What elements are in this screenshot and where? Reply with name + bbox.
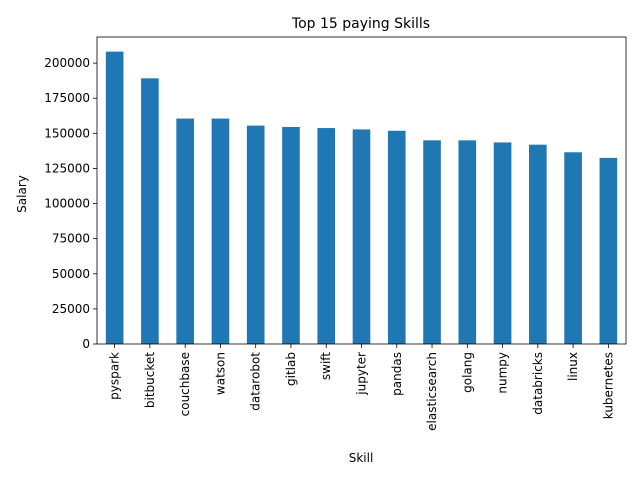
y-axis-label: Salary [15, 175, 29, 213]
x-tick-label: numpy [496, 352, 510, 394]
bar-linux [564, 152, 582, 344]
y-tick-label: 0 [82, 337, 90, 351]
x-tick-label: elasticsearch [425, 352, 439, 431]
x-tick-label: linux [566, 352, 580, 381]
x-tick-label: gitlab [284, 352, 298, 386]
bar-golang [458, 140, 477, 344]
y-tick-label: 75000 [52, 232, 90, 246]
y-tick-label: 50000 [52, 267, 90, 281]
x-tick-label: databricks [531, 352, 545, 415]
x-tick-label: golang [460, 352, 474, 393]
bar-kubernetes [599, 157, 618, 344]
x-tick-label: watson [213, 352, 227, 395]
bar-bitbucket [141, 78, 159, 344]
chart-title: Top 15 paying Skills [291, 16, 430, 32]
y-tick-label: 25000 [52, 302, 90, 316]
bar-databricks [529, 144, 547, 344]
y-tick-label: 200000 [44, 56, 90, 70]
plot-area: 0 25000 50000 75000 100000 125000 150000 175000… [44, 36, 627, 431]
bar-datarobot [246, 125, 265, 345]
bar-elasticsearch [423, 140, 441, 344]
x-tick-label: bitbucket [143, 352, 157, 408]
x-tick-label: pyspark [108, 352, 122, 400]
bar-couchbase [176, 118, 194, 344]
bar-swift [317, 128, 336, 344]
x-tick-label: swift [319, 352, 333, 380]
x-tick-label: kubernetes [601, 352, 615, 419]
bar-jupyter [352, 129, 371, 344]
bar-numpy [493, 142, 512, 344]
bar-gitlab [282, 127, 300, 344]
x-tick-label: jupyter [355, 352, 369, 396]
x-tick-label: couchbase [178, 352, 192, 416]
y-tick-label: 175000 [44, 91, 90, 105]
x-tick-label: datarobot [249, 352, 263, 411]
y-tick-label: 150000 [44, 126, 90, 140]
bar-pandas [387, 130, 406, 344]
plot-frame [96, 36, 627, 345]
y-tick-label: 125000 [44, 161, 90, 175]
bar-pyspark [105, 51, 124, 345]
x-tick-label: pandas [390, 352, 404, 396]
bar-watson [211, 118, 230, 344]
x-axis-label: Skill [349, 451, 374, 465]
y-tick-label: 100000 [44, 197, 90, 211]
